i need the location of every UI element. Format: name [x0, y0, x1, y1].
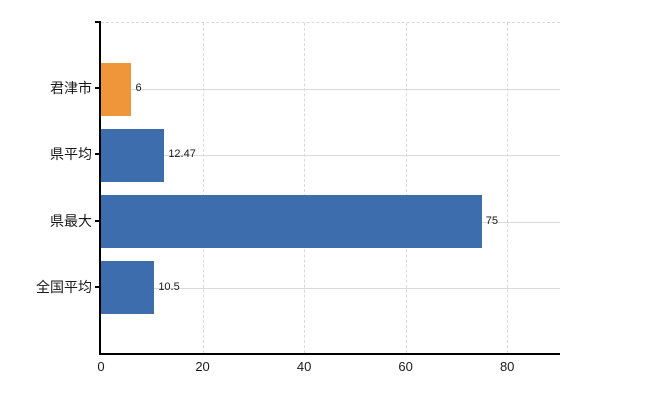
plot-area: [101, 22, 560, 353]
bar-value-label: 10.5: [158, 280, 180, 293]
vertical-gridline: [304, 23, 306, 353]
x-axis-tick-label: 80: [499, 359, 515, 374]
bar-3: [101, 195, 482, 249]
vertical-gridline: [202, 23, 204, 353]
bar-1: [101, 62, 132, 116]
y-axis-tick: [95, 219, 101, 222]
vertical-gridline: [405, 23, 407, 353]
y-axis-line: [99, 22, 101, 353]
x-axis-tick-label: 40: [296, 359, 312, 374]
x-axis-line: [99, 353, 560, 355]
x-axis-tick-label: 0: [97, 359, 105, 374]
x-axis-tick-label: 60: [398, 359, 413, 374]
bar-4: [101, 261, 155, 315]
y-axis-tick: [95, 153, 101, 156]
y-axis-top-tick: [95, 21, 101, 23]
horizontal-gridline: [101, 287, 560, 289]
category-label: 県平均: [50, 146, 92, 163]
horizontal-gridline: [101, 89, 560, 91]
category-label: 君津市: [50, 80, 92, 97]
vertical-gridline: [507, 23, 509, 353]
bar-2: [101, 128, 165, 182]
bar-value-label: 12.47: [168, 148, 196, 161]
x-axis-tick-label: 20: [195, 359, 210, 374]
y-axis-tick: [95, 87, 101, 90]
bar-value-label: 6: [135, 82, 142, 95]
bar-value-label: 75: [485, 214, 499, 227]
category-label: 県最大: [50, 212, 92, 229]
horizontal-gridline: [101, 155, 560, 157]
category-label: 全国平均: [36, 278, 92, 295]
y-axis-tick: [95, 285, 101, 288]
